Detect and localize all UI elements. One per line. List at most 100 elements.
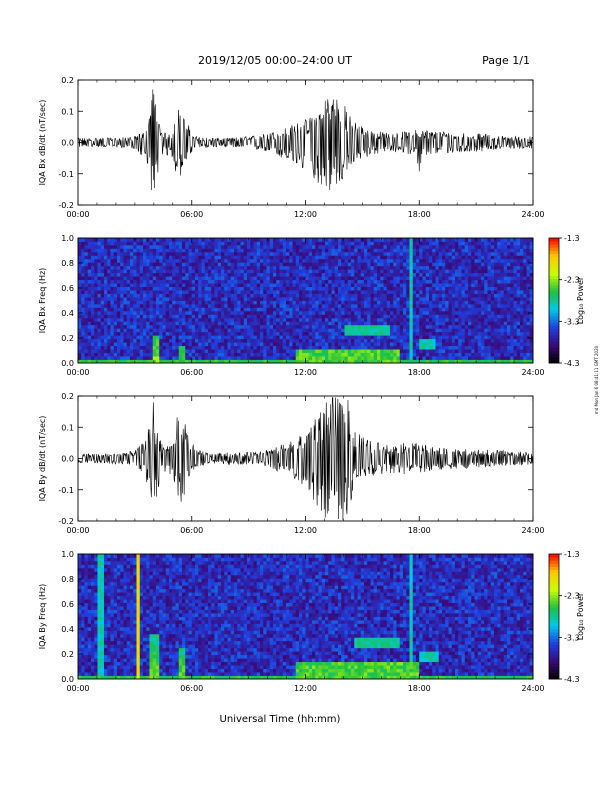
spectrogram-cell: [452, 283, 456, 287]
spectrogram-cell: [325, 287, 329, 291]
spectrogram-cell: [78, 283, 82, 287]
spectrogram-cell: [306, 328, 310, 332]
spectrogram-cell: [341, 283, 345, 287]
spectrogram-cell: [315, 283, 319, 287]
spectrogram-cell: [166, 307, 170, 311]
spectrogram-cell: [260, 283, 264, 287]
spectrogram-cell: [390, 294, 394, 298]
spectrogram-cell: [475, 314, 479, 318]
spectrogram-cell: [263, 349, 267, 353]
spectrogram-cell: [293, 339, 297, 343]
spectrogram-cell: [442, 280, 446, 284]
spectrogram-cell: [124, 335, 128, 339]
spectrogram-cell: [85, 238, 89, 242]
spectrogram-cell: [319, 332, 323, 336]
spectrogram-cell: [283, 342, 287, 346]
spectrogram-cell: [237, 262, 241, 266]
spectrogram-cell: [319, 328, 323, 332]
spectrogram-cell: [257, 328, 261, 332]
spectrogram-cell: [263, 311, 267, 315]
spectrogram-cell: [211, 321, 215, 325]
spectrogram-cell: [189, 318, 193, 322]
spectrogram-cell: [189, 297, 193, 301]
spectrogram-cell: [397, 280, 401, 284]
spectrogram-cell: [354, 287, 358, 291]
spectrogram-cell: [335, 318, 339, 322]
spectrogram-cell: [328, 248, 332, 252]
spectrogram-cell: [169, 304, 173, 308]
spectrogram-cell: [423, 262, 427, 266]
spectrogram-cell: [335, 304, 339, 308]
spectrogram-cell: [458, 328, 462, 332]
spectrogram-cell: [358, 255, 362, 259]
spectrogram-cell: [325, 304, 329, 308]
spectrogram-cell: [345, 349, 349, 353]
spectrogram-cell: [81, 248, 85, 252]
spectrogram-cell: [143, 328, 147, 332]
spectrogram-cell: [101, 356, 105, 360]
spectrogram-cell: [400, 304, 404, 308]
spectrogram-cell: [341, 287, 345, 291]
spectrogram-cell: [322, 356, 326, 360]
spectrogram-cell: [263, 252, 267, 256]
spectrogram-cell: [322, 339, 326, 343]
spectrogram-cell: [390, 349, 394, 353]
spectrogram-cell: [296, 356, 300, 360]
spectrogram-cell: [488, 301, 492, 305]
spectrogram-cell: [169, 245, 173, 249]
spectrogram-cell: [270, 262, 274, 266]
spectrogram-cell: [133, 346, 137, 350]
spectrogram-cell: [328, 335, 332, 339]
spectrogram-cell: [413, 318, 417, 322]
spectrogram-cell: [91, 280, 95, 284]
spectrogram-cell: [354, 335, 358, 339]
spectrogram-cell: [293, 294, 297, 298]
x-tick-label: 00:00: [66, 210, 89, 219]
spectrogram-cell: [397, 255, 401, 259]
spectrogram-cell: [88, 349, 92, 353]
spectrogram-cell: [468, 248, 472, 252]
spectrogram-cell: [426, 241, 430, 245]
spectrogram-cell: [156, 255, 160, 259]
spectrogram-cell: [85, 255, 89, 259]
spectrogram-cell: [507, 294, 511, 298]
spectrogram-cell: [104, 353, 108, 357]
spectrogram-cell: [465, 294, 469, 298]
spectrogram-cell: [163, 356, 167, 360]
spectrogram-cell: [81, 335, 85, 339]
spectrogram-cell: [494, 301, 498, 305]
spectrogram-cell: [439, 276, 443, 280]
spectrogram-cell: [156, 339, 160, 343]
spectrogram-cell: [319, 262, 323, 266]
spectrogram-cell: [449, 283, 453, 287]
spectrogram-cell: [380, 307, 384, 311]
spectrogram-cell: [276, 304, 280, 308]
spectrogram-cell: [452, 248, 456, 252]
spectrogram-cell: [172, 339, 176, 343]
spectrogram-cell: [260, 276, 264, 280]
spectrogram-cell: [371, 283, 375, 287]
spectrogram-cell: [341, 349, 345, 353]
spectrogram-cell: [322, 283, 326, 287]
spectrogram-cell: [124, 356, 128, 360]
spectrogram-cell: [325, 269, 329, 273]
spectrogram-cell: [237, 283, 241, 287]
spectrogram-cell: [257, 283, 261, 287]
spectrogram-cell: [286, 290, 290, 294]
spectrogram-cell: [137, 353, 141, 357]
spectrogram-cell: [286, 328, 290, 332]
spectrogram-cell: [140, 248, 144, 252]
spectrogram-cell: [192, 321, 196, 325]
spectrogram-cell: [179, 301, 183, 305]
spectrogram-cell: [257, 241, 261, 245]
spectrogram-cell: [410, 238, 414, 242]
spectrogram-cell: [176, 294, 180, 298]
spectrogram-cell: [254, 259, 258, 263]
spectrogram-cell: [166, 248, 170, 252]
spectrogram-cell: [98, 266, 102, 270]
spectrogram-cell: [221, 301, 225, 305]
spectrogram-cell: [465, 266, 469, 270]
spectrogram-cell: [185, 318, 189, 322]
spectrogram-cell: [208, 304, 212, 308]
spectrogram-cell: [452, 280, 456, 284]
